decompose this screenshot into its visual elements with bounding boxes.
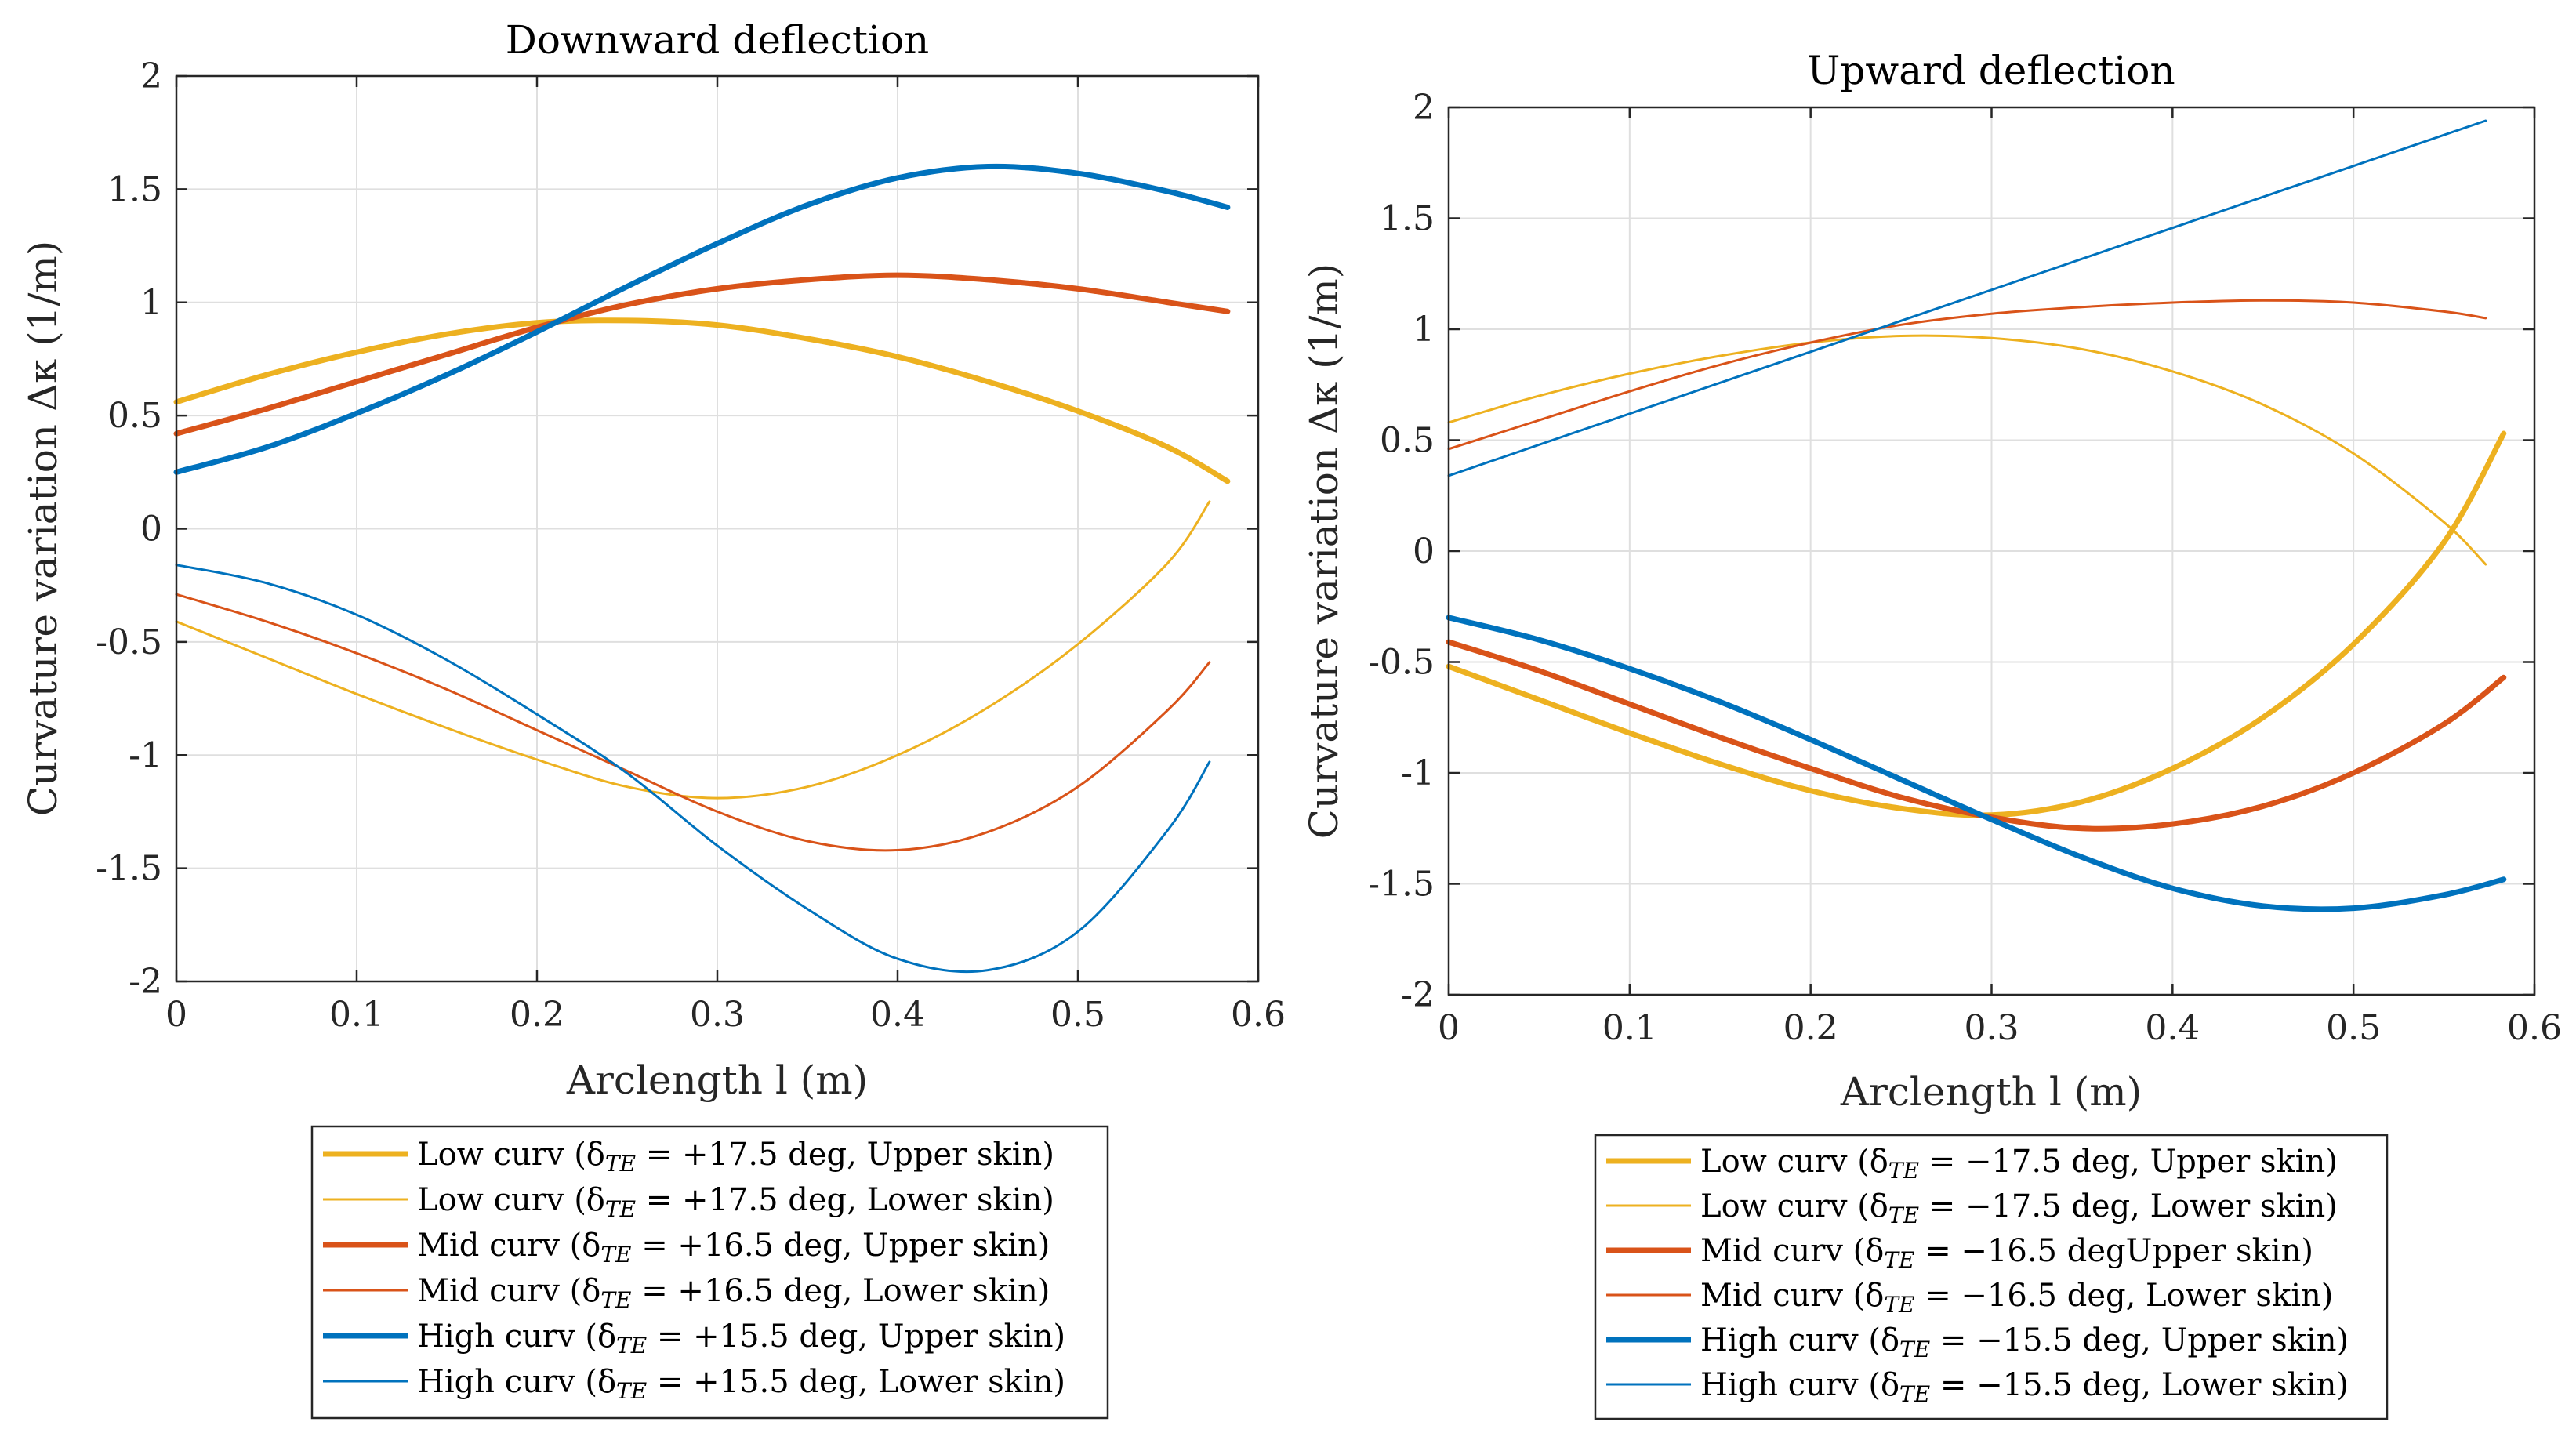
legend-entries: Low curv (δTE = +17.5 deg, Upper skin) Lo… xyxy=(323,1137,1065,1404)
legend-label: Low curv (δTE = +17.5 deg, Upper skin) xyxy=(417,1137,1054,1177)
series-line xyxy=(173,163,1231,475)
legend-label: Mid curv (δTE = −16.5 deg, Lower skin) xyxy=(1700,1278,2333,1318)
series-line xyxy=(175,564,1211,974)
legend-label: Low curv (δTE = +17.5 deg, Lower skin) xyxy=(417,1182,1054,1222)
y-tick-label: 1.5 xyxy=(1380,199,1435,239)
x-tick-label: 0.5 xyxy=(2326,1008,2381,1048)
series-line xyxy=(1446,430,2507,818)
y-tick-label: 1.5 xyxy=(107,169,162,209)
series-line xyxy=(1447,119,2487,477)
x-tick-label: 0 xyxy=(165,995,187,1035)
y-tick-label: -1.5 xyxy=(96,849,162,889)
series-line xyxy=(175,500,1211,800)
y-axis-label: Curvature variation Δκ (1/m) xyxy=(1301,263,1347,839)
x-axis-label: Arclength l (m) xyxy=(1840,1069,2142,1115)
series-line xyxy=(173,317,1231,484)
x-tick-label: 0.1 xyxy=(329,995,384,1035)
series-line xyxy=(175,593,1211,852)
x-tick-label: 0.3 xyxy=(1965,1008,2019,1048)
y-tick-label: 0 xyxy=(140,510,162,550)
y-tick-label: -2 xyxy=(1401,975,1435,1015)
x-tick-label: 0.2 xyxy=(510,995,564,1035)
y-tick-label: 1 xyxy=(140,283,162,323)
legend-label: Mid curv (δTE = +16.5 deg, Upper skin) xyxy=(417,1228,1050,1268)
series-lines xyxy=(1446,119,2507,912)
x-tick-label: 0.3 xyxy=(690,995,745,1035)
legend-entries: Low curv (δTE = −17.5 deg, Upper skin)Lo… xyxy=(1606,1144,2349,1407)
y-tick-label: -1 xyxy=(1401,753,1435,793)
x-tick-label: 0.5 xyxy=(1050,995,1105,1035)
y-tick-label: 0 xyxy=(1413,531,1435,571)
y-tick-label: 2 xyxy=(140,56,162,96)
x-tick-label: 0 xyxy=(1438,1008,1460,1048)
y-tick-label: 2 xyxy=(1413,88,1435,128)
chart-title: Upward deflection xyxy=(1807,48,2175,93)
grid-lines xyxy=(1448,107,2535,996)
legend-label: Mid curv (δTE = −16.5 degUpper skin) xyxy=(1700,1233,2313,1273)
y-tick-label: -0.5 xyxy=(96,622,162,662)
legend-label: High curv (δTE = −15.5 deg, Lower skin) xyxy=(1700,1367,2349,1407)
y-tick-label: -2 xyxy=(129,962,162,1002)
x-axis-label: Arclength l (m) xyxy=(566,1057,868,1103)
legend xyxy=(1594,1134,2389,1420)
y-tick-label: -1.5 xyxy=(1368,865,1435,905)
x-tick-label: 0.4 xyxy=(870,995,925,1035)
y-tick-label: 0.5 xyxy=(1380,421,1435,461)
legend-label: Mid curv (δTE = +16.5 deg, Lower skin) xyxy=(417,1273,1050,1313)
y-tick-label: -0.5 xyxy=(1368,643,1435,683)
x-tick-label: 0.4 xyxy=(2145,1008,2200,1048)
legend-label: High curv (δTE = +15.5 deg, Upper skin) xyxy=(417,1318,1065,1358)
x-tick-label: 0.6 xyxy=(2507,1008,2562,1048)
x-tick-label: 0.6 xyxy=(1231,995,1286,1035)
series-line xyxy=(1446,615,2507,912)
x-ticks: 0 0.1 0.2 0.3 0.4 0.5 0.6 xyxy=(165,76,1286,1035)
chart-downward: Downward deflection 0 0.1 0.2 0.3 0.4 0.5 0.6 … xyxy=(20,17,1286,1420)
y-ticks: -2 -1.5 -1 -0.5 0 0.5 1 1.5 2 xyxy=(96,56,1258,1002)
series-line xyxy=(1446,639,2507,832)
x-tick-label: 0.2 xyxy=(1783,1008,1838,1048)
y-ticks: -2 -1.5 -1 -0.5 0 0.5 1 1.5 2 xyxy=(1368,88,2534,1015)
x-tick-label: 0.1 xyxy=(1602,1008,1657,1048)
grid-lines xyxy=(176,75,1259,982)
chart-title: Downward deflection xyxy=(506,17,930,63)
series-line xyxy=(173,272,1231,437)
legend xyxy=(310,1125,1109,1420)
series-line xyxy=(1447,299,2487,451)
legend-label: High curv (δTE = −15.5 deg, Upper skin) xyxy=(1700,1322,2349,1362)
series-line xyxy=(1447,334,2487,566)
legend-label: High curv (δTE = +15.5 deg, Lower skin) xyxy=(417,1364,1065,1404)
legend-label: Low curv (δTE = −17.5 deg, Upper skin) xyxy=(1700,1144,2338,1184)
y-tick-label: 1 xyxy=(1413,310,1435,350)
y-tick-label: 0.5 xyxy=(107,396,162,436)
legend-label: Low curv (δTE = −17.5 deg, Lower skin) xyxy=(1700,1188,2338,1228)
chart-upward: Upward deflection 0 0.1 0.2 0.3 0.4 0.5 0.6 -2… xyxy=(1301,48,2562,1420)
series-lines xyxy=(173,163,1231,974)
x-ticks: 0 0.1 0.2 0.3 0.4 0.5 0.6 xyxy=(1438,107,2562,1048)
y-tick-label: -1 xyxy=(129,735,162,775)
y-axis-label: Curvature variation Δκ (1/m) xyxy=(20,241,66,816)
